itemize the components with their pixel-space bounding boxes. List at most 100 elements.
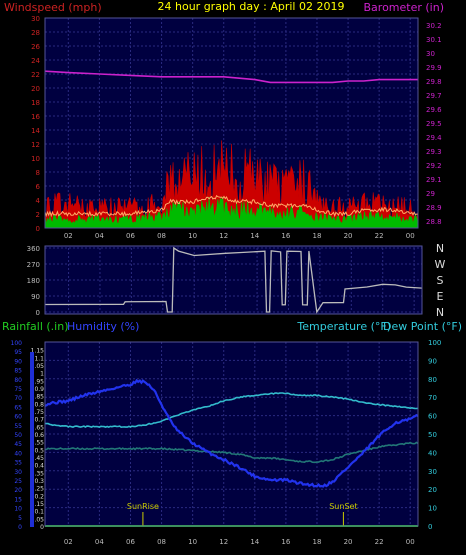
- barometer-tick: 30.1: [426, 36, 442, 44]
- rainfall-tick: 1.1: [34, 355, 44, 362]
- rainfall-tick: 1.15: [31, 348, 45, 355]
- temperature-x-tick: 16: [281, 538, 290, 546]
- humidity-tick: 95: [14, 349, 22, 356]
- dewpoint-line: [44, 441, 419, 464]
- temperature-tick: 50: [428, 431, 437, 439]
- windspeed-tick: 6: [36, 183, 41, 191]
- compass-label: N: [436, 306, 444, 319]
- rainfall-axis-title: Rainfall (.in): [2, 320, 69, 333]
- windspeed-tick: 30: [31, 15, 40, 23]
- humidity-tick: 100: [11, 340, 23, 347]
- rainfall-tick: 0.75: [31, 409, 45, 416]
- barometer-path: [44, 70, 418, 84]
- temperature-tick: 70: [428, 394, 437, 402]
- humidity-tick: 55: [14, 423, 22, 430]
- windspeed-tick: 16: [31, 113, 40, 121]
- humidity-tick: 40: [14, 450, 22, 457]
- rainfall-tick: 1.05: [31, 363, 45, 370]
- humidity-tick: 35: [14, 460, 22, 467]
- direction-tick: 0: [36, 309, 40, 317]
- temperature-x-tick: 06: [126, 538, 135, 546]
- wind-direction-line: [44, 246, 423, 314]
- windspeed-tick: 14: [31, 127, 40, 135]
- wind-x-tick: 14: [250, 232, 259, 240]
- barometer-tick-labels: 28.8 28.9 29 29.1 29.2 29.3 29.4 29.5 29.6 29.7 29…: [426, 22, 442, 226]
- temperature-tick-labels: 0 10 20 30 40 50 60 70 80 90 100: [428, 339, 441, 531]
- compass-label: E: [437, 290, 444, 303]
- rainfall-tick: 0.4: [34, 463, 44, 470]
- windspeed-tick: 4: [36, 197, 41, 205]
- direction-tick: 270: [27, 261, 40, 269]
- barometer-tick: 29.3: [426, 148, 442, 156]
- temperature-plot-area: [45, 342, 418, 526]
- direction-tick: 180: [27, 277, 40, 285]
- humidity-tick: 25: [14, 478, 22, 485]
- wind-x-tick: 08: [157, 232, 166, 240]
- windspeed-tick: 24: [31, 57, 40, 65]
- direction-path: [44, 246, 423, 314]
- humidity-tick: 80: [14, 377, 22, 384]
- barometer-tick: 29.7: [426, 92, 442, 100]
- rainfall-tick: 0.85: [31, 394, 45, 401]
- humidity-tick: 20: [14, 487, 22, 494]
- humidity-tick: 75: [14, 386, 22, 393]
- humidity-tick: 0: [18, 524, 22, 531]
- wind-x-tick: 06: [126, 232, 135, 240]
- temperature-x-tick: 00: [406, 538, 415, 546]
- gust-area: [44, 140, 419, 229]
- temperature-x-tick: 02: [64, 538, 73, 546]
- barometer-tick: 29.4: [426, 134, 442, 142]
- wind-x-tick: 10: [188, 232, 197, 240]
- rainfall-tick: 0.1: [34, 509, 44, 516]
- dewpoint-path: [44, 441, 419, 464]
- windspeed-axis-title: Windspeed (mph): [4, 1, 102, 14]
- windspeed-tick: 20: [31, 85, 40, 93]
- rainfall-scale-bar: [30, 352, 34, 527]
- rainfall-tick: 0.3: [34, 478, 44, 485]
- barometer-tick: 30.2: [426, 22, 442, 30]
- rainfall-tick: 0.65: [31, 424, 45, 431]
- humidity-tick: 85: [14, 368, 22, 375]
- compass-label: N: [436, 242, 444, 255]
- wind-x-tick: 18: [313, 232, 322, 240]
- rainfall-tick-labels: 00.050.10.150.20.250.30.350.40.450.50.55…: [31, 348, 45, 531]
- temperature-axis-title: Temperature (°F): [296, 320, 391, 333]
- humidity-tick: 15: [14, 496, 22, 503]
- temperature-tick: 90: [428, 357, 437, 365]
- humidity-tick: 5: [18, 515, 22, 522]
- humidity-path: [44, 378, 419, 488]
- barometer-tick: 30: [426, 50, 435, 58]
- humidity-tick: 90: [14, 358, 22, 365]
- rainfall-tick: 0.55: [31, 440, 45, 447]
- wind-x-tick: 02: [64, 232, 73, 240]
- barometer-tick: 29.9: [426, 64, 442, 72]
- barometer-tick: 28.9: [426, 204, 442, 212]
- rainfall-tick: 0.45: [31, 455, 45, 462]
- sun-markers: SunRise SunSet: [127, 502, 358, 526]
- humidity-tick: 30: [14, 469, 22, 476]
- barometer-tick: 29.5: [426, 120, 442, 128]
- windspeed-tick: 2: [36, 211, 40, 219]
- windspeed-tick: 10: [31, 155, 40, 163]
- temperature-x-tick: 18: [313, 538, 322, 546]
- sunrise-label: SunRise: [127, 502, 159, 511]
- direction-tick: 90: [31, 293, 40, 301]
- temperature-x-tick: 22: [375, 538, 384, 546]
- barometer-tick: 29.8: [426, 78, 442, 86]
- rainfall-tick: 0.9: [34, 386, 44, 393]
- humidity-tick: 50: [14, 432, 22, 439]
- windspeed-tick: 18: [31, 99, 40, 107]
- windspeed-tick: 26: [31, 43, 40, 51]
- windspeed-tick: 28: [31, 29, 40, 37]
- rainfall-tick: 1: [40, 371, 44, 378]
- barometer-tick: 29.1: [426, 176, 442, 184]
- temperature-tick: 10: [428, 505, 437, 513]
- chart-title: 24 hour graph day : April 02 2019: [158, 0, 345, 13]
- rainfall-tick: 0.95: [31, 378, 45, 385]
- barometer-line: [44, 70, 418, 84]
- windspeed-tick: 0: [36, 225, 40, 233]
- windspeed-tick: 12: [31, 141, 40, 149]
